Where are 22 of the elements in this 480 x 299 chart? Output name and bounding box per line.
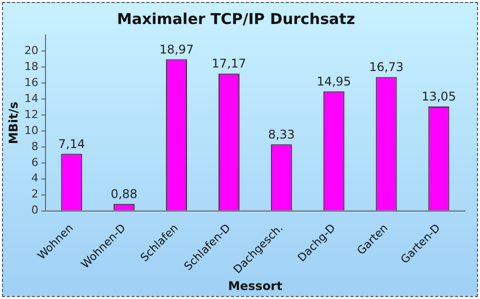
y-tick-label: 14 bbox=[24, 92, 38, 105]
x-axis-title: Messort bbox=[228, 278, 283, 293]
y-axis-title: MBit/s bbox=[6, 102, 20, 144]
y-tick-label: 12 bbox=[24, 108, 38, 121]
data-label: 16,73 bbox=[369, 60, 404, 74]
data-label: 17,17 bbox=[212, 56, 246, 71]
y-tick-label: 0 bbox=[31, 204, 38, 217]
data-label: 14,95 bbox=[316, 74, 352, 88]
data-label: 0,88 bbox=[110, 186, 138, 201]
data-label: 18,97 bbox=[159, 42, 194, 56]
y-tick-label: 16 bbox=[24, 76, 38, 89]
y-tick-label: 20 bbox=[24, 44, 38, 57]
y-tick-label: 18 bbox=[24, 60, 38, 73]
y-tick-label: 10 bbox=[24, 124, 38, 137]
chart-title: Maximaler TCP/IP Durchsatz bbox=[116, 10, 356, 28]
data-label: 13,05 bbox=[422, 90, 456, 104]
y-tick-label: 4 bbox=[31, 172, 38, 185]
y-tick-label: 8 bbox=[31, 140, 38, 153]
y-tick-label: 2 bbox=[31, 188, 38, 201]
data-label: 7,14 bbox=[58, 136, 85, 151]
y-tick-label: 6 bbox=[31, 156, 38, 169]
data-label: 8,33 bbox=[268, 127, 295, 142]
